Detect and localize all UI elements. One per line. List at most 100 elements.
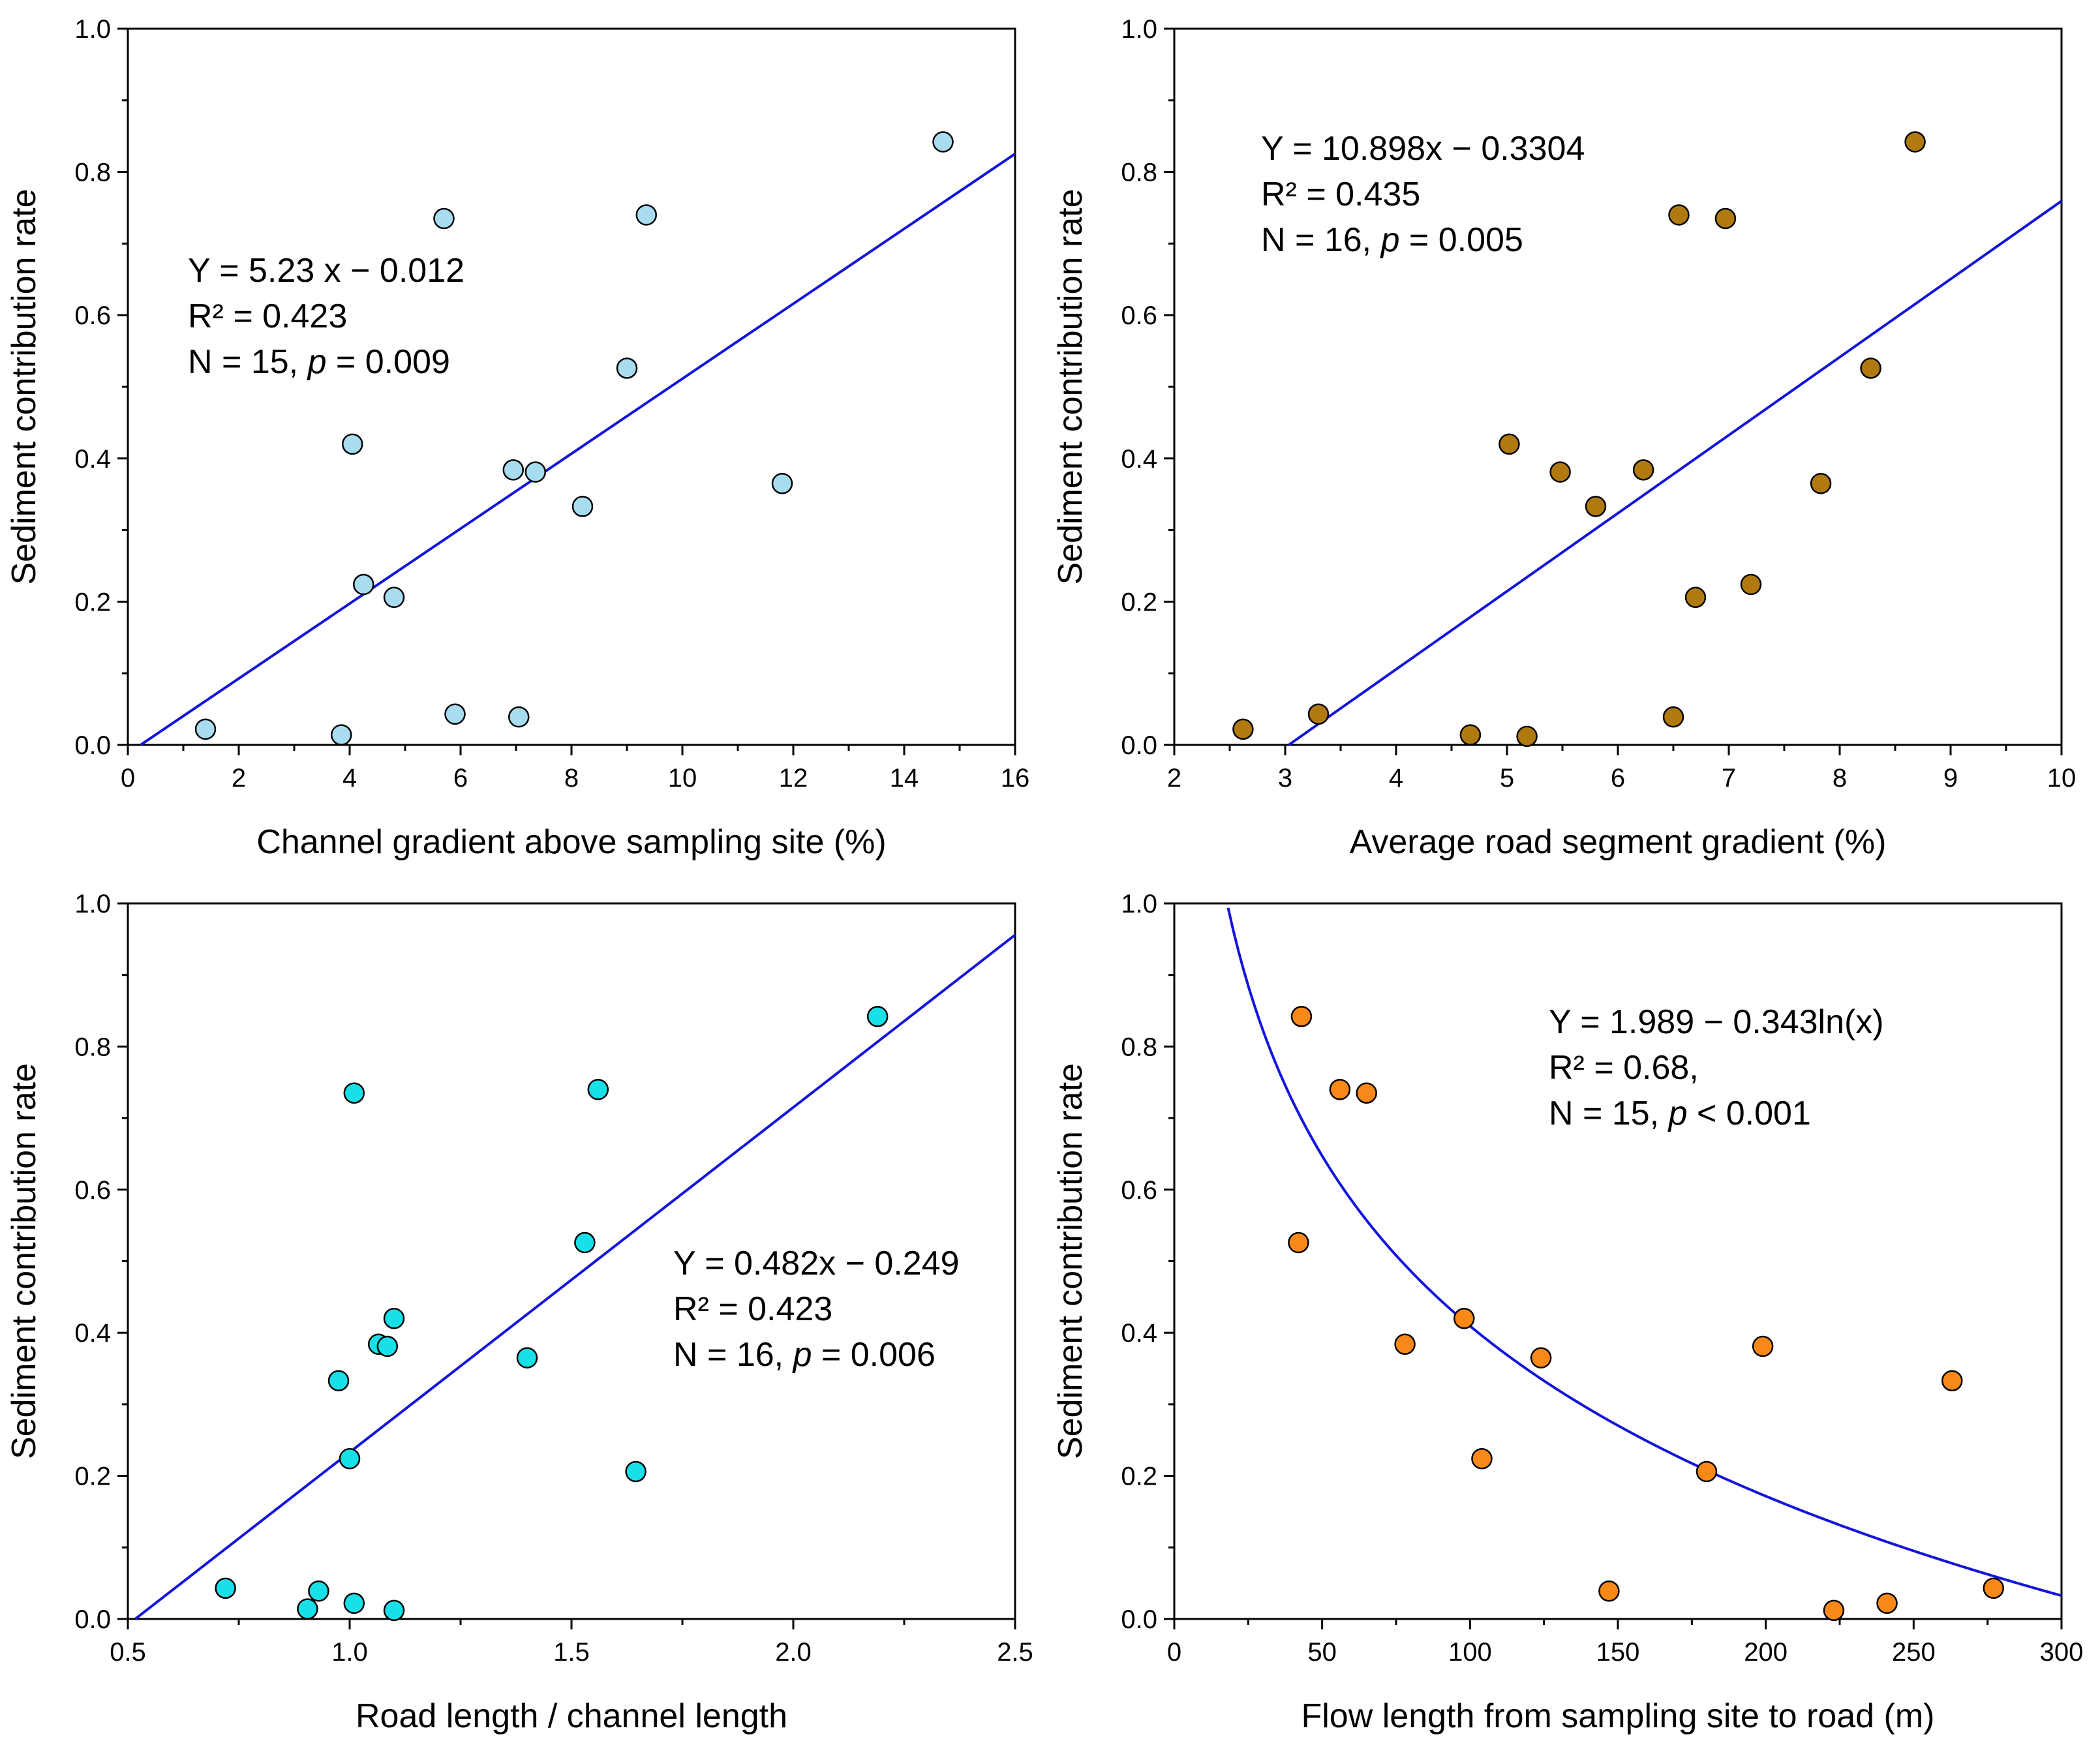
x-axis-title: Channel gradient above sampling site (%)	[256, 823, 886, 861]
data-point	[616, 357, 638, 379]
x-tick-label: 4	[342, 764, 357, 793]
data-point	[1288, 1232, 1309, 1254]
regression-line	[1226, 907, 2062, 1597]
data-point	[1684, 586, 1707, 609]
x-tick-label: 50	[1307, 1638, 1337, 1667]
data-point	[1585, 496, 1607, 517]
data-point	[502, 459, 524, 481]
y-tick-label: 0.0	[1121, 1605, 1157, 1634]
data-point	[571, 496, 594, 517]
x-tick-label: 10	[2047, 764, 2077, 793]
x-axis-title: Road length / channel length	[356, 1697, 787, 1735]
data-point	[1876, 1592, 1898, 1614]
data-point	[433, 207, 455, 230]
x-tick-label: 8	[564, 764, 579, 793]
data-point	[1471, 1448, 1493, 1470]
x-tick-label: 7	[1722, 764, 1736, 793]
x-tick-label: 0	[121, 764, 135, 793]
regression-line	[1288, 200, 2063, 746]
x-tick-label: 6	[453, 764, 468, 793]
y-tick-label: 0.0	[74, 731, 111, 760]
x-tick-label: 9	[1943, 764, 1958, 793]
y-axis-title: Sediment contribution rate	[5, 189, 43, 584]
y-tick-label: 0.6	[74, 301, 111, 330]
y-tick-label: 0.2	[74, 1462, 111, 1491]
data-point	[1823, 1599, 1845, 1622]
data-point	[866, 1006, 889, 1027]
data-point	[1329, 1078, 1351, 1100]
x-tick-label: 100	[1448, 1638, 1492, 1667]
data-point	[383, 1599, 405, 1622]
regression-annotation-line: R² = 0.423	[673, 1290, 832, 1328]
data-point	[343, 1082, 365, 1104]
data-point	[1290, 1006, 1313, 1027]
data-point	[1740, 573, 1762, 596]
y-tick-label: 0.8	[74, 159, 111, 187]
panel-c: 0.5 1.0 1.5 2.0 2.5 0.0 0.2 0.4 0.6 0.8 1.0 Road le…	[5, 890, 1033, 1735]
x-tick-label: 2.0	[775, 1638, 812, 1667]
x-tick-label: 0	[1167, 1638, 1181, 1667]
x-tick-label: 2	[1167, 764, 1181, 793]
y-tick-label: 1.0	[74, 15, 111, 44]
regression-line	[140, 153, 1016, 746]
regression-annotation-line: Y = 10.898x − 0.3304	[1261, 130, 1585, 168]
x-tick-label: 12	[779, 764, 808, 793]
y-tick-label: 0.6	[1121, 1176, 1157, 1205]
y-tick-label: 0.4	[74, 1319, 111, 1348]
panel-d: 0 50 100 150 200 250 300 0.0 0.2 0.4 0.6 0.8 1.0 Flow…	[1052, 890, 2083, 1735]
x-tick-label: 16	[1001, 764, 1030, 793]
data-point	[635, 204, 657, 226]
data-point	[1499, 433, 1520, 455]
data-point	[383, 1308, 405, 1329]
y-tick-label: 0.8	[74, 1033, 111, 1061]
y-tick-label: 0.4	[1121, 445, 1157, 474]
data-point	[1356, 1082, 1377, 1104]
data-point	[625, 1460, 647, 1483]
regression-annotation-line: R² = 0.423	[188, 297, 347, 335]
data-point	[331, 724, 352, 746]
data-point	[376, 1335, 399, 1357]
x-tick-label: 300	[2040, 1638, 2084, 1667]
x-axis-title: Average road segment gradient (%)	[1350, 823, 1887, 861]
x-tick-label: 3	[1278, 764, 1292, 793]
data-point	[1232, 718, 1254, 740]
regression-annotation-line: R² = 0.435	[1261, 175, 1420, 213]
regression-annotation-line: N = 15, p = 0.009	[188, 343, 450, 381]
data-point	[525, 461, 546, 483]
y-tick-label: 0.8	[1121, 1033, 1157, 1061]
regression-line	[134, 933, 1016, 1620]
data-point	[1632, 459, 1654, 481]
x-tick-label: 4	[1389, 764, 1403, 793]
regression-annotation-line: N = 15, p < 0.001	[1549, 1095, 1811, 1132]
data-point	[574, 1232, 596, 1254]
data-point	[327, 1370, 350, 1391]
data-point	[1598, 1580, 1620, 1602]
x-tick-label: 5	[1500, 764, 1514, 793]
data-point	[1714, 207, 1737, 230]
data-point	[1662, 706, 1684, 728]
y-axis-title: Sediment contribution rate	[1052, 1063, 1089, 1459]
data-point	[516, 1347, 538, 1369]
x-tick-label: 2.5	[997, 1638, 1033, 1667]
data-point	[194, 718, 217, 740]
data-point	[1860, 357, 1881, 379]
x-tick-label: 6	[1611, 764, 1625, 793]
panel-b: 2 3 4 5 6 7 8 9 10 0.0 0.2 0.4 0.6 0.8 1.0 Average road…	[1052, 15, 2076, 861]
data-point	[1453, 1308, 1475, 1329]
y-tick-label: 0.0	[74, 1605, 111, 1634]
y-tick-label: 1.0	[74, 890, 111, 918]
y-tick-label: 0.4	[1121, 1319, 1157, 1348]
y-tick-label: 0.8	[1121, 159, 1157, 187]
x-tick-label: 1.0	[331, 1638, 368, 1667]
data-point	[1394, 1333, 1416, 1355]
plot-frame	[127, 27, 1016, 746]
regression-annotation-line: Y = 0.482x − 0.249	[673, 1245, 960, 1282]
y-axis-title: Sediment contribution rate	[1052, 189, 1089, 584]
y-tick-label: 0.2	[1121, 588, 1157, 616]
x-tick-label: 0.5	[110, 1638, 146, 1667]
data-point	[297, 1598, 318, 1620]
y-tick-label: 0.2	[1121, 1462, 1157, 1491]
data-point	[353, 573, 374, 596]
data-point	[1668, 204, 1690, 226]
